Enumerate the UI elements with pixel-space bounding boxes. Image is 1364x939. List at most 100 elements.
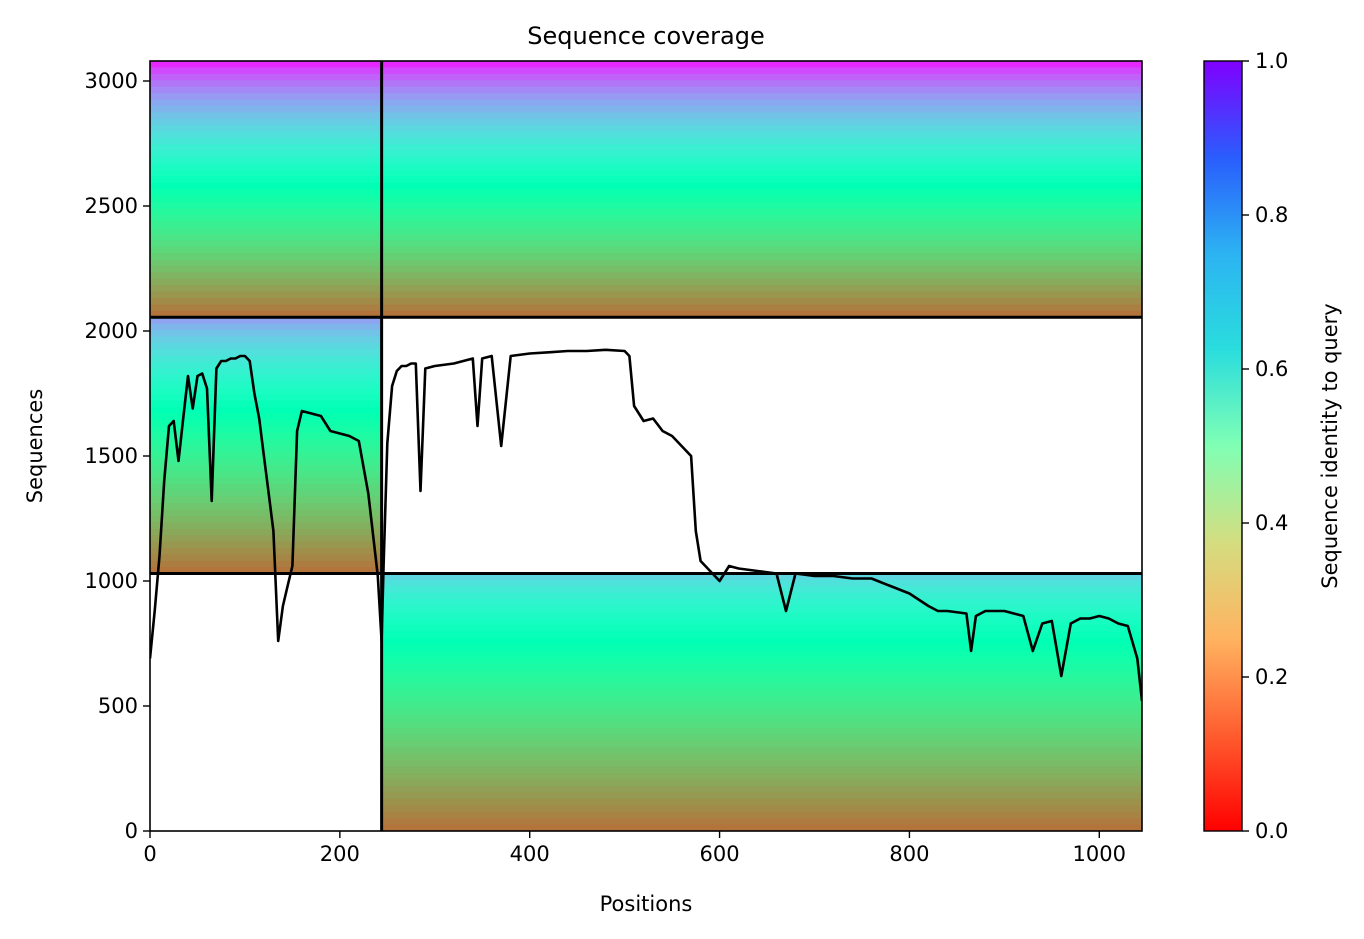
heatmap-band — [381, 721, 1142, 729]
heatmap-band — [381, 586, 1142, 594]
heatmap-band — [150, 336, 382, 344]
heatmap-band — [150, 355, 382, 363]
colorbar — [1203, 60, 1243, 832]
heatmap-band — [150, 118, 1142, 126]
x-tick-label: 0 — [143, 842, 156, 866]
colorbar-tick-label: 0.4 — [1255, 511, 1288, 535]
heatmap-block-2 — [381, 573, 1142, 831]
heatmap-band — [150, 567, 382, 575]
heatmap-band — [381, 715, 1142, 723]
heatmap-band — [150, 93, 1142, 101]
heatmap-band — [381, 818, 1142, 826]
heatmap-band — [381, 605, 1142, 613]
heatmap-band — [150, 515, 382, 523]
heatmap-band — [150, 125, 1142, 133]
heatmap-band — [381, 625, 1142, 633]
heatmap-band — [381, 573, 1142, 581]
heatmap-band — [381, 792, 1142, 800]
heatmap-band — [150, 490, 382, 498]
coverage-line — [150, 348, 1142, 702]
heatmap-band — [381, 650, 1142, 658]
colorbar-tick-label: 0.0 — [1255, 819, 1288, 843]
x-tick-label: 200 — [320, 842, 360, 866]
heatmap-band — [150, 240, 1142, 248]
heatmap-band — [150, 137, 1142, 145]
heatmap-band — [381, 747, 1142, 755]
heatmap-band — [150, 432, 382, 440]
heatmap-band — [150, 419, 382, 427]
heatmap-band — [150, 80, 1142, 88]
heatmap-band — [381, 599, 1142, 607]
heatmap-band — [381, 695, 1142, 703]
heatmap-band — [150, 157, 1142, 165]
heatmap-band — [381, 798, 1142, 806]
heatmap-band — [150, 496, 382, 504]
heatmap-band — [150, 362, 382, 370]
heatmap-band — [150, 246, 1142, 254]
y-tick-label: 1000 — [85, 569, 138, 593]
x-tick-label: 400 — [510, 842, 550, 866]
y-tick-label: 0 — [125, 819, 138, 843]
heatmap-band — [150, 176, 1142, 184]
heatmap-band — [150, 547, 382, 555]
heatmap-band — [150, 73, 1142, 81]
colorbar-ticks: 0.0 0.2 0.4 0.6 0.8 1.0 — [1242, 49, 1288, 843]
heatmap-band — [150, 394, 382, 402]
x-axis-ticks: 0 200 400 600 800 1000 — [143, 831, 1126, 866]
heatmap-band — [381, 734, 1142, 742]
heatmap-band — [381, 644, 1142, 652]
x-tick-label: 600 — [700, 842, 740, 866]
heatmap-band — [150, 554, 382, 562]
heatmap-band — [150, 426, 382, 434]
heatmap-band — [150, 150, 1142, 158]
y-axis-label: Sequences — [23, 389, 47, 504]
heatmap-band — [381, 682, 1142, 690]
x-tick-label: 1000 — [1073, 842, 1126, 866]
colorbar-tick-label: 0.8 — [1255, 203, 1288, 227]
y-tick-label: 2000 — [85, 319, 138, 343]
heatmap-block-1 — [150, 317, 382, 575]
heatmap-band — [150, 105, 1142, 113]
x-tick-label: 800 — [889, 842, 929, 866]
heatmap-band — [381, 618, 1142, 626]
chart-title: Sequence coverage — [527, 22, 764, 50]
heatmap-band — [381, 612, 1142, 620]
heatmap-band — [150, 266, 1142, 274]
heatmap-band — [381, 785, 1142, 793]
heatmap-band — [150, 169, 1142, 177]
heatmap-band — [381, 689, 1142, 697]
heatmap-band — [150, 61, 1142, 69]
heatmap-band — [150, 323, 382, 331]
heatmap-band — [381, 657, 1142, 665]
heatmap-band — [381, 824, 1142, 831]
heatmap-band — [381, 811, 1142, 819]
heatmap-band — [381, 702, 1142, 710]
heatmap-band — [381, 766, 1142, 774]
y-tick-label: 2500 — [85, 194, 138, 218]
heatmap-band — [381, 753, 1142, 761]
colorbar-label: Sequence identity to query — [1318, 303, 1342, 588]
heatmap-band — [150, 509, 382, 517]
heatmap-band — [150, 253, 1142, 261]
heatmap-band — [150, 541, 382, 549]
coverage-heatmap — [150, 61, 1142, 831]
heatmap-band — [150, 291, 1142, 299]
heatmap-band — [150, 560, 382, 568]
block-boundaries — [150, 61, 1142, 831]
heatmap-band — [150, 208, 1142, 216]
x-axis-label: Positions — [600, 892, 693, 916]
heatmap-band — [381, 631, 1142, 639]
colorbar-tick-label: 1.0 — [1255, 49, 1288, 73]
heatmap-band — [381, 740, 1142, 748]
heatmap-band — [150, 330, 382, 338]
heatmap-band — [150, 182, 1142, 190]
heatmap-band — [150, 406, 382, 414]
heatmap-band — [150, 438, 382, 446]
heatmap-band — [150, 189, 1142, 197]
heatmap-band — [150, 144, 1142, 152]
heatmap-band — [150, 535, 382, 543]
heatmap-band — [381, 676, 1142, 684]
y-axis-ticks: 0 500 1000 1500 2000 2500 3000 — [85, 69, 150, 843]
heatmap-band — [150, 195, 1142, 203]
